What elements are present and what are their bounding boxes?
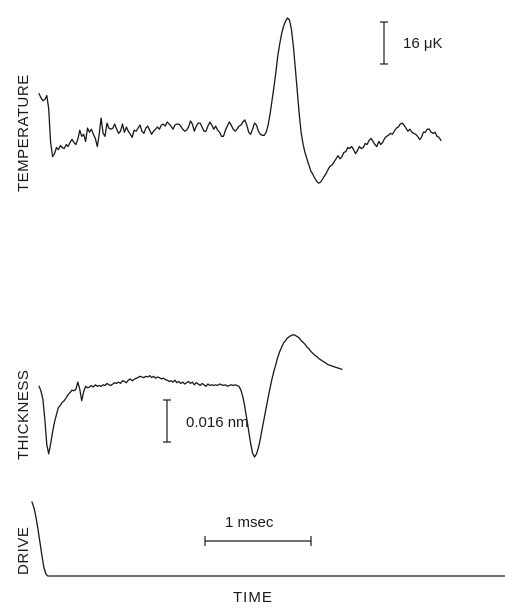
temperature-scale-bar [380, 21, 388, 65]
temperature-trace [38, 17, 442, 184]
time-scale-label: 1 msec [225, 514, 274, 531]
time-scale-bar [204, 536, 312, 546]
thickness-axis-label: THICKNESS [15, 370, 32, 460]
x-axis-label: TIME [233, 589, 273, 606]
drive-axis-label: DRIVE [15, 527, 32, 575]
thickness-scale-bar [163, 399, 171, 443]
temperature-scale-label: 16 μK [403, 35, 443, 52]
thickness-trace [38, 334, 343, 458]
thickness-scale-label: 0.016 nm [186, 414, 249, 431]
temperature-axis-label: TEMPERATURE [15, 74, 32, 192]
drive-trace [31, 501, 505, 577]
